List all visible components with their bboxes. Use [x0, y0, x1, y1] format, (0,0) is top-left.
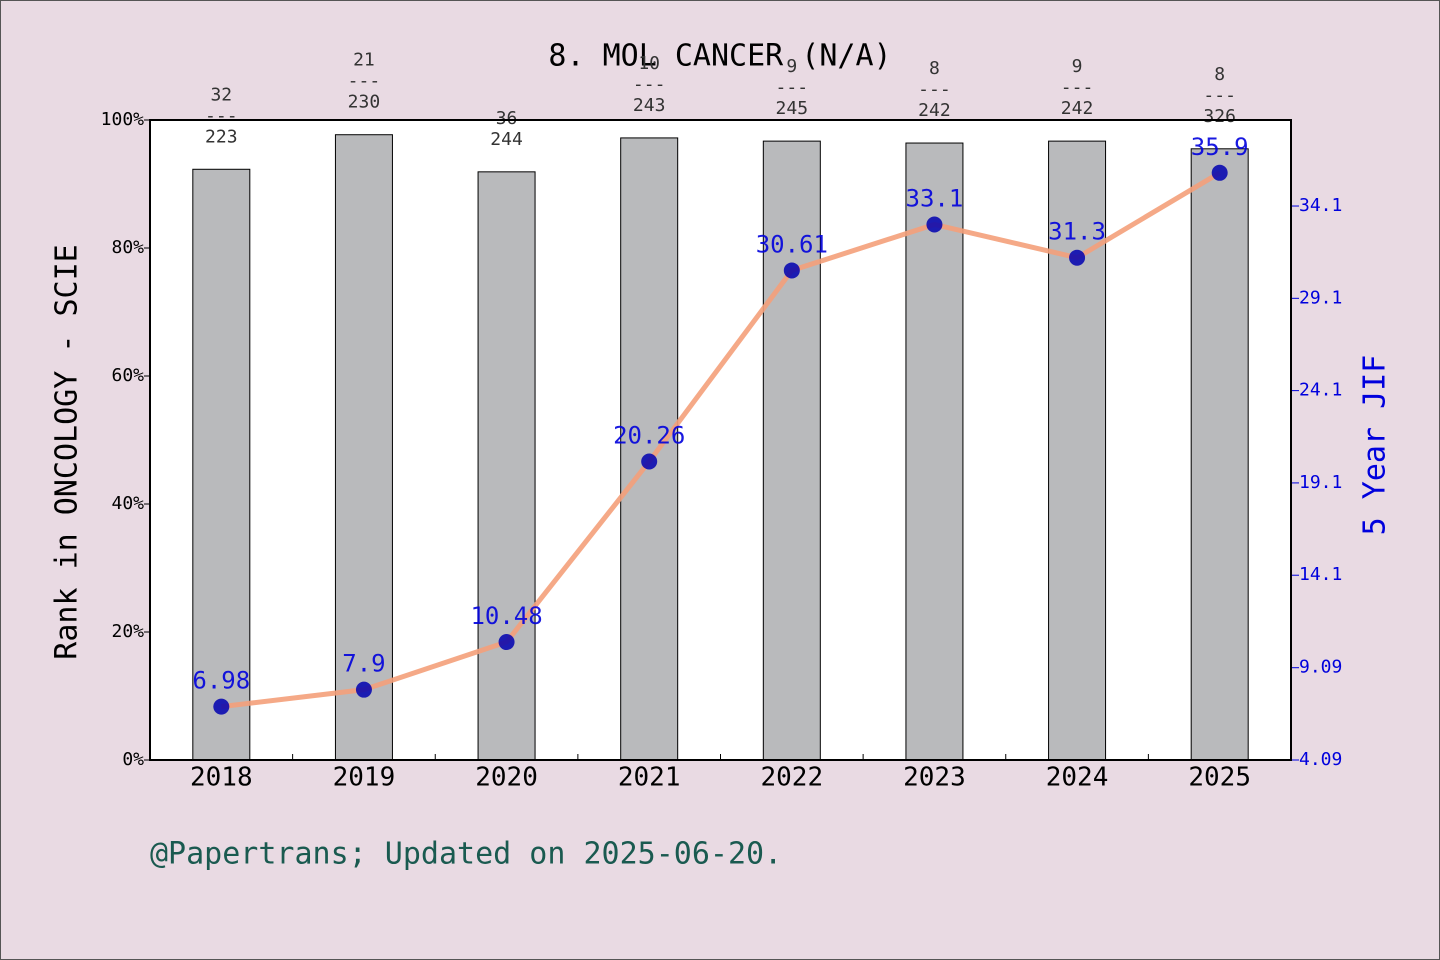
y-axis-label: Rank in ONCOLOGY - SCIE [50, 244, 85, 659]
rank-label: 10 ---243 [633, 53, 666, 116]
x-tick-label: 2023 [903, 763, 966, 793]
rank-label: 9 ---245 [776, 56, 809, 119]
y2-tick-label: 9.09 [1299, 657, 1342, 678]
marker [355, 681, 372, 698]
rank-label: 8 ---326 [1203, 64, 1236, 127]
rank-label: 36 244 [490, 108, 523, 150]
marker [498, 634, 515, 651]
value-label: 30.61 [756, 230, 828, 258]
rank-label: 9 ---242 [1061, 56, 1094, 119]
value-label: 20.26 [613, 422, 685, 450]
y2-tick-label: 29.1 [1299, 287, 1342, 308]
value-label: 31.3 [1048, 218, 1106, 246]
y2-tick-label: 19.1 [1299, 472, 1342, 493]
y-tick-label: 80% [111, 237, 144, 258]
plot-area [150, 120, 1291, 760]
plot-frame [149, 119, 1292, 761]
line [221, 170, 1221, 710]
rank-label: 32 ---223 [205, 84, 238, 147]
y2-tick-label: 34.1 [1299, 195, 1342, 216]
marker [1211, 164, 1228, 181]
value-label: 7.9 [342, 650, 385, 678]
marker [213, 698, 230, 715]
bar [762, 140, 821, 761]
footer: @Papertrans; Updated on 2025-06-20. [150, 837, 782, 872]
x-tick-label: 2018 [190, 763, 253, 793]
x-tick-label: 2022 [761, 763, 824, 793]
y-tick-label: 40% [111, 493, 144, 514]
x-tick-label: 2024 [1046, 763, 1109, 793]
x-tick-label: 2020 [475, 763, 538, 793]
bar [334, 134, 393, 761]
x-tick-label: 2021 [618, 763, 681, 793]
bar [192, 168, 251, 761]
bar [905, 142, 964, 761]
marker [926, 216, 943, 233]
y-tick-label: 20% [111, 621, 144, 642]
value-label: 10.48 [470, 602, 542, 630]
bar [477, 171, 536, 761]
chart-title: 8. MOL CANCER (N/A) [548, 39, 891, 74]
rank-label: 21 ---230 [348, 50, 381, 113]
y2-axis-label: 5 Year JIF [1358, 355, 1393, 536]
value-label: 33.1 [906, 184, 964, 212]
y-tick-label: 100% [101, 109, 145, 130]
rank-label: 8 ---242 [918, 58, 951, 121]
bar [1190, 148, 1249, 761]
marker [783, 262, 800, 279]
y2-tick-label: 14.1 [1299, 564, 1342, 585]
y-tick-label: 60% [111, 365, 144, 386]
bar [620, 137, 679, 761]
y2-tick-label: 24.1 [1299, 380, 1342, 401]
value-label: 35.9 [1191, 133, 1249, 161]
y2-tick-label: 4.09 [1299, 749, 1342, 770]
value-label: 6.98 [192, 667, 250, 695]
x-tick-label: 2019 [333, 763, 396, 793]
x-tick-label: 2025 [1188, 763, 1251, 793]
marker [1069, 249, 1086, 266]
marker [641, 453, 658, 470]
y-tick-label: 0% [122, 749, 144, 770]
